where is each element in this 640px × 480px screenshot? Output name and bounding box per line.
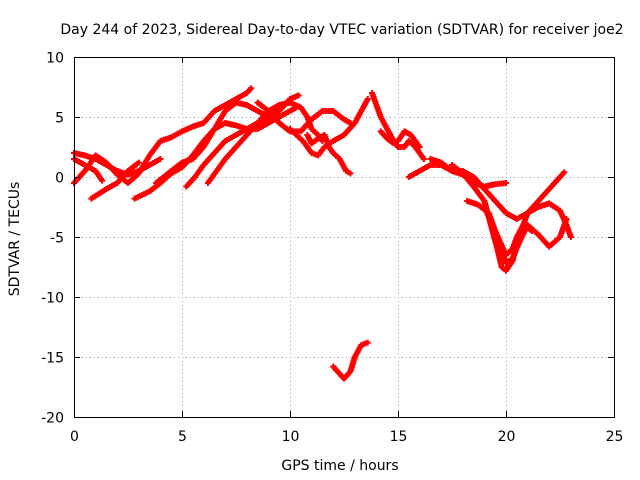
series-track-17	[449, 162, 568, 274]
data-point	[563, 216, 570, 222]
y-tick-label: -5	[50, 231, 64, 247]
series-track-11	[287, 96, 371, 159]
series-track-19	[481, 204, 535, 258]
y-tick-label: -15	[41, 351, 64, 367]
data-point	[99, 177, 106, 184]
series-track-12	[330, 339, 371, 382]
y-tick-label: -10	[41, 291, 64, 307]
x-tick-label: 25	[606, 429, 624, 445]
data-point	[503, 180, 509, 186]
series-track-10	[304, 132, 354, 177]
y-axis-ticks: -20 -15 -10 -5 0 5 10	[41, 51, 614, 427]
data-point	[416, 144, 423, 150]
data-point	[157, 156, 164, 162]
x-tick-label: 20	[498, 429, 516, 445]
data-point	[248, 85, 255, 92]
y-axis-label: SDTVAR / TECUs	[7, 182, 23, 297]
data-point	[135, 159, 142, 166]
series-track-3	[71, 156, 106, 184]
grid-lines	[74, 57, 614, 417]
y-tick-label: 10	[46, 51, 64, 67]
series-track-8	[204, 99, 326, 186]
data-point	[567, 234, 574, 240]
data-point	[364, 339, 371, 346]
series-track-4	[88, 159, 142, 202]
y-tick-label: -20	[41, 411, 64, 427]
y-tick-label: 0	[55, 171, 64, 187]
x-tick-label: 15	[390, 429, 408, 445]
chart-title: Day 244 of 2023, Sidereal Day-to-day VTE…	[60, 22, 623, 38]
x-tick-label: 5	[178, 429, 187, 445]
data-point	[420, 156, 427, 162]
data-point	[561, 169, 568, 176]
data-point	[295, 92, 302, 99]
x-axis-label: GPS time / hours	[281, 458, 398, 474]
data-point	[364, 96, 371, 102]
y-tick-label: 5	[55, 111, 64, 127]
data-point	[528, 228, 535, 234]
series-track-9	[254, 99, 354, 135]
x-tick-label: 10	[282, 429, 300, 445]
x-axis-ticks: 0 5 10 15 20 25	[70, 57, 623, 445]
series-track-14	[377, 128, 423, 150]
data-point	[347, 170, 354, 177]
series-track-16	[427, 156, 574, 240]
series-track-6	[153, 92, 302, 186]
plot-frame	[74, 57, 615, 418]
x-tick-label: 0	[70, 429, 79, 445]
data-points	[71, 85, 574, 382]
